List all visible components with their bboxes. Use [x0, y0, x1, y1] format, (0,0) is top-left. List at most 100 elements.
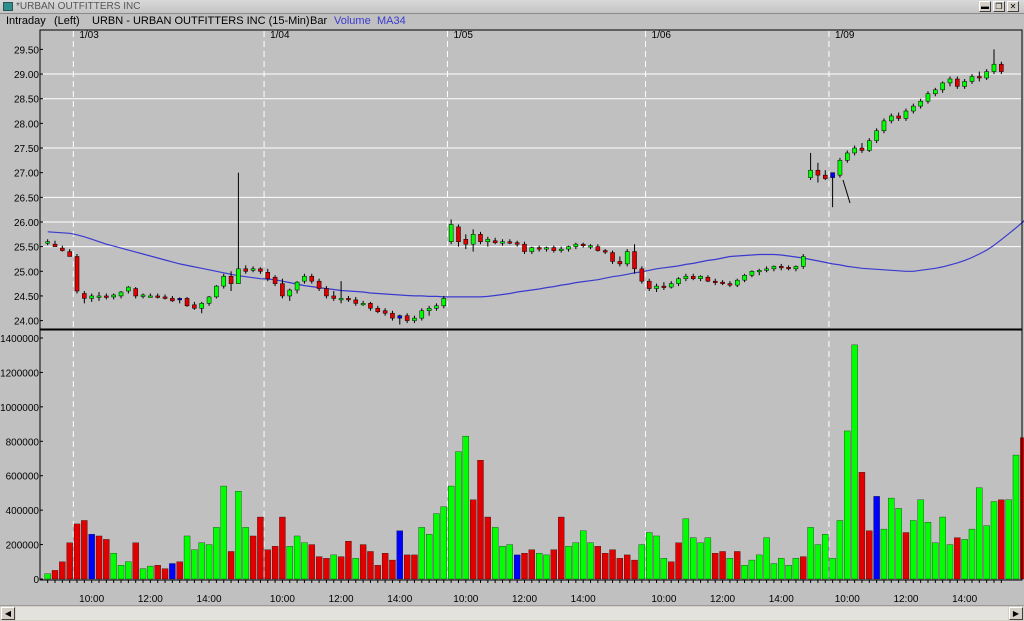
price-candle [265, 268, 271, 282]
price-candle [390, 310, 395, 321]
candle-body [911, 105, 916, 112]
candle-body [573, 243, 579, 247]
app-icon [3, 2, 13, 11]
time-axis-label: 10:00 [79, 594, 104, 605]
price-candle [661, 282, 667, 291]
price-candle [170, 295, 175, 302]
price-axis-label: 29.00 [14, 70, 39, 81]
candle-body [199, 303, 204, 309]
time-axis-label: 12:00 [512, 594, 537, 605]
volume-bar [271, 546, 279, 580]
minimize-button[interactable]: ▬ [979, 1, 991, 12]
price-candle [514, 240, 520, 247]
volume-bar [763, 537, 770, 580]
price-candle [859, 143, 865, 153]
candle-body [126, 286, 131, 292]
maximize-button[interactable]: ❐ [993, 1, 1005, 12]
volume-bar [924, 522, 932, 580]
date-label: 1/09 [835, 30, 855, 41]
volume-bar [873, 496, 880, 580]
candle-body [683, 275, 689, 279]
price-candle [448, 219, 454, 245]
volume-bar [550, 549, 558, 580]
price-candle [89, 293, 94, 302]
candle-body [111, 294, 116, 298]
candle-body [236, 268, 241, 284]
volume-bar [558, 516, 565, 580]
price-candle [243, 265, 249, 274]
window-title: *URBAN OUTFITTERS INC [16, 1, 141, 12]
price-candle [786, 265, 791, 271]
price-candle [250, 266, 256, 273]
price-candle [45, 239, 50, 246]
volume-bar [939, 516, 946, 580]
candle-body [360, 303, 366, 306]
candle-body [184, 298, 190, 307]
price-candle [338, 281, 344, 304]
price-candle [727, 281, 733, 288]
scroll-right-button[interactable]: ▶ [1009, 607, 1023, 620]
price-candle [573, 242, 579, 250]
candle-body [991, 63, 997, 72]
price-candle [397, 314, 403, 325]
price-candle [104, 293, 109, 300]
candle-body [243, 268, 249, 272]
candle-body [162, 296, 168, 299]
price-candle [294, 281, 300, 294]
price-axis-label: 28.50 [14, 95, 39, 106]
candle-body [96, 295, 102, 298]
volume-bar [961, 539, 968, 580]
price-candle [228, 271, 234, 292]
volume-bar [990, 501, 998, 580]
candle-body [712, 280, 718, 283]
candle-body [903, 110, 909, 119]
scroll-left-button[interactable]: ◀ [1, 607, 15, 620]
candle-body [170, 298, 175, 302]
candle-body [500, 241, 505, 244]
candle-body [668, 283, 674, 288]
date-label: 1/03 [79, 30, 99, 41]
volume-bar [910, 520, 917, 580]
volume-bar [653, 535, 660, 580]
volume-bar [95, 535, 103, 580]
price-candle [82, 291, 87, 304]
candle-body [786, 267, 791, 270]
price-pane-border [39, 29, 1023, 330]
candle-body [74, 256, 80, 292]
volume-bar [66, 542, 73, 580]
volume-bar [785, 565, 792, 580]
candle-body [756, 270, 762, 273]
volume-bar [359, 544, 367, 580]
volume-bar [814, 544, 822, 580]
price-candle [690, 273, 696, 281]
ma34-line [47, 220, 1024, 298]
price-candle [940, 81, 945, 93]
volume-bar [125, 561, 132, 580]
candle-body [309, 275, 315, 282]
price-candle [624, 249, 630, 267]
scroll-track[interactable] [16, 607, 1008, 620]
candle-body [845, 152, 850, 161]
candle-body [536, 247, 542, 250]
candle-body [749, 271, 755, 276]
price-candle [867, 138, 872, 152]
volume-bar [719, 551, 726, 580]
price-candle [236, 172, 241, 284]
price-candle [962, 78, 967, 89]
volume-bar [675, 542, 682, 580]
volume-bar [389, 559, 396, 580]
volume-bar [374, 565, 381, 580]
horizontal-scrollbar[interactable]: ◀ ▶ [0, 605, 1024, 621]
candle-body [580, 243, 586, 246]
close-button[interactable]: ✕ [1007, 1, 1019, 12]
volume-bar [418, 527, 425, 580]
price-candle [302, 273, 307, 284]
volume-bar [822, 534, 829, 580]
candle-body [808, 169, 813, 178]
price-candle [764, 266, 769, 273]
candle-body [727, 283, 733, 286]
candle-body [529, 247, 535, 252]
price-candle [529, 246, 535, 255]
price-candle [947, 76, 953, 87]
time-axis-label: 10:00 [453, 594, 478, 605]
